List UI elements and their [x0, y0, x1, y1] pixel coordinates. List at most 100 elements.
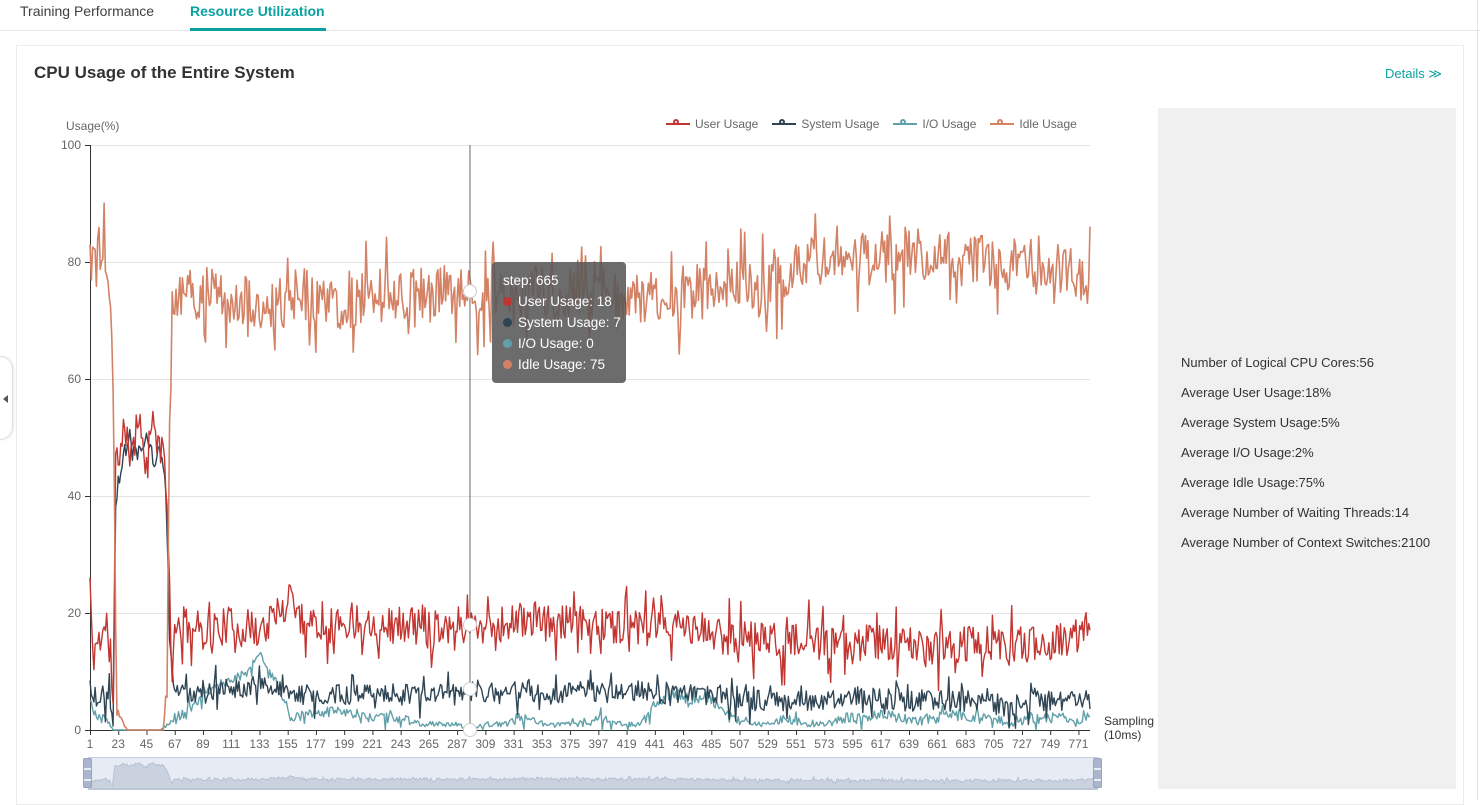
x-tick-label: 221: [362, 737, 382, 751]
tab-bar: Training Performance Resource Utilizatio…: [0, 0, 1480, 31]
x-tick-label: 595: [843, 737, 863, 751]
tab-resource-utilization[interactable]: Resource Utilization: [190, 3, 325, 19]
summary-stat: Average Idle Usage:75%: [1181, 475, 1325, 490]
tooltip-series-dot-icon: [503, 360, 512, 369]
x-axis-title: Sampling (10ms): [1104, 714, 1154, 742]
x-axis-title-line1: Sampling: [1104, 714, 1155, 728]
legend-item-i-o-usage[interactable]: I/O Usage: [893, 117, 976, 131]
x-tick-label: 617: [871, 737, 891, 751]
legend-label: System Usage: [801, 117, 880, 131]
tooltip-series-dot-icon: [503, 318, 512, 327]
x-tick-label: 155: [278, 737, 298, 751]
x-tick-label: 243: [391, 737, 411, 751]
x-tick-label: 573: [814, 737, 834, 751]
summary-panel: Number of Logical CPU Cores:56 Average Us…: [1158, 108, 1456, 789]
active-tab-underline: [190, 28, 326, 31]
x-tick-label: 133: [249, 737, 269, 751]
x-tick-label: 1: [87, 737, 94, 751]
details-label: Details: [1385, 66, 1425, 81]
series-line-i-o-usage: [89, 651, 1091, 731]
x-tick-label: 309: [475, 737, 495, 751]
details-link[interactable]: Details ≫: [1385, 66, 1442, 82]
datazoom-slider[interactable]: [88, 757, 1098, 790]
legend-label: I/O Usage: [922, 117, 977, 131]
x-tick-label: 375: [560, 737, 580, 751]
tooltip-value: I/O Usage: 0: [518, 336, 594, 351]
datazoom-left-handle[interactable]: [83, 758, 92, 788]
summary-stat: Average User Usage:18%: [1181, 385, 1332, 400]
details-arrow-icon: ≫: [1428, 66, 1442, 81]
legend-line-marker-icon: [893, 119, 918, 129]
x-tick-label: 397: [588, 737, 608, 751]
x-tick-label: 199: [334, 737, 354, 751]
legend-item-idle-usage[interactable]: Idle Usage: [990, 117, 1077, 131]
y-tick-label: 80: [68, 255, 82, 269]
tooltip-series-dot-icon: [503, 339, 512, 348]
hover-marker-idle-usage: [462, 284, 477, 299]
tooltip-value: Idle Usage: 75: [518, 357, 606, 372]
y-tick-label: 0: [74, 723, 81, 737]
legend-line-marker-icon: [666, 119, 690, 129]
y-tick-label: 60: [68, 372, 82, 386]
y-tick-label: 20: [68, 606, 82, 620]
x-tick-label: 419: [617, 737, 637, 751]
legend-item-user-usage[interactable]: User Usage: [666, 117, 758, 131]
hover-marker-i-o-usage: [462, 723, 477, 737]
summary-stat: Average System Usage:5%: [1181, 415, 1340, 430]
x-tick-label: 771: [1068, 737, 1088, 751]
x-tick-label: 507: [730, 737, 750, 751]
hover-marker-user-usage: [462, 617, 477, 632]
summary-stat: Average I/O Usage:2%: [1181, 445, 1314, 460]
card-title: CPU Usage of the Entire System: [34, 63, 295, 82]
tab-training-performance[interactable]: Training Performance: [20, 3, 155, 19]
x-tick-label: 639: [899, 737, 919, 751]
chevron-left-icon: [3, 395, 8, 403]
tooltip-row: System Usage: 7: [503, 312, 621, 333]
x-tick-label: 727: [1012, 737, 1032, 751]
summary-stat: Average Number of Context Switches:2100: [1181, 535, 1431, 550]
chart-tooltip: step: 665 User Usage: 18 System Usage: 7 I…: [492, 262, 626, 383]
tooltip-value: User Usage: 18: [518, 294, 612, 309]
x-tick-label: 265: [419, 737, 439, 751]
x-tick-label: 331: [504, 737, 524, 751]
summary-stat: Number of Logical CPU Cores:56: [1181, 355, 1374, 370]
legend-line-marker-icon: [772, 119, 797, 129]
summary-stat: Average Number of Waiting Threads:14: [1181, 505, 1410, 520]
hover-marker-system-usage: [462, 682, 477, 697]
x-tick-label: 23: [112, 737, 126, 751]
x-tick-label: 551: [786, 737, 806, 751]
x-tick-label: 353: [532, 737, 552, 751]
x-tick-label: 485: [701, 737, 721, 751]
x-tick-label: 45: [140, 737, 154, 751]
x-tick-label: 287: [447, 737, 467, 751]
datazoom-sparkline: [88, 761, 1098, 790]
x-tick-label: 749: [1040, 737, 1060, 751]
legend-item-system-usage[interactable]: System Usage: [772, 117, 879, 131]
page-scrollbar-track: [1477, 0, 1478, 800]
y-axis-title: Usage(%): [66, 119, 120, 133]
x-tick-label: 177: [306, 737, 326, 751]
datazoom-shadow: [88, 761, 1098, 790]
x-tick-label: 529: [758, 737, 778, 751]
summary-stats-list: Number of Logical CPU Cores:56 Average Us…: [1158, 108, 1456, 558]
tooltip-row: User Usage: 18: [503, 291, 615, 312]
series-line-user-usage: [89, 410, 1091, 704]
tooltip-step: step: 665: [503, 273, 559, 288]
x-tick-label: 463: [673, 737, 693, 751]
legend-label: User Usage: [695, 117, 759, 131]
x-tick-label: 67: [168, 737, 182, 751]
legend-line-marker-icon: [990, 119, 1015, 129]
datazoom-right-handle[interactable]: [1093, 758, 1102, 788]
x-axis-title-line2: (10ms): [1104, 728, 1142, 742]
x-tick-label: 683: [955, 737, 975, 751]
tooltip-value: System Usage: 7: [518, 315, 621, 330]
x-tick-label: 89: [196, 737, 210, 751]
series-line-system-usage: [89, 428, 1091, 729]
legend-label: Idle Usage: [1019, 117, 1077, 131]
y-tick-label: 40: [68, 489, 82, 503]
y-tick-label: 100: [61, 138, 81, 152]
tooltip-row: Idle Usage: 75: [503, 354, 615, 375]
x-tick-label: 661: [927, 737, 947, 751]
chart-legend: User Usage System Usage I/O Usage Idle Usag…: [666, 117, 1077, 131]
